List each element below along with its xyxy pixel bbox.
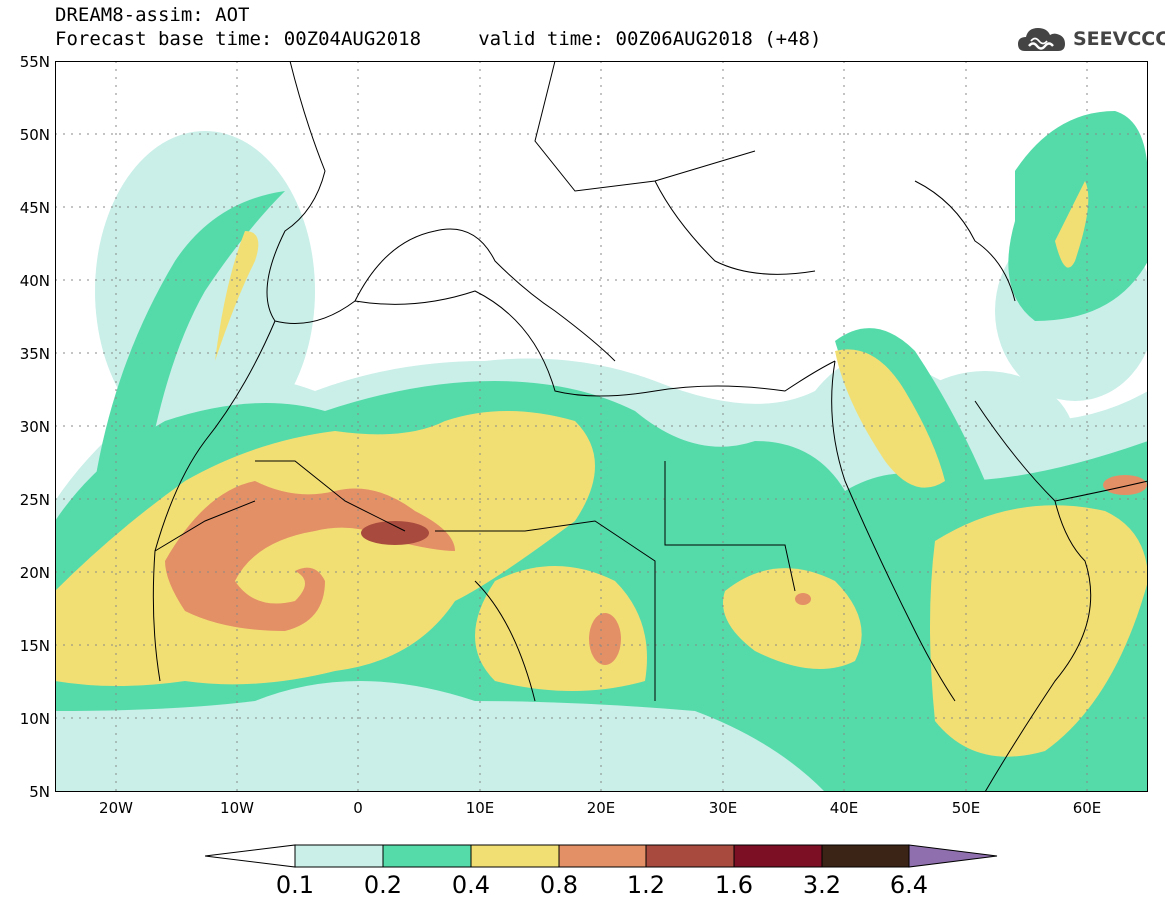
lat-label-40n: 40N — [19, 272, 50, 290]
lat-label-55n: 55N — [19, 53, 50, 71]
lat-label-10n: 10N — [19, 710, 50, 728]
aot-field — [55, 111, 1148, 792]
colorbar-label-0-8: 0.8 — [539, 871, 579, 899]
cloud-icon — [1018, 28, 1065, 51]
lat-label-5n: 5N — [29, 783, 50, 801]
lon-label-30e: 30E — [708, 799, 738, 817]
logo-text: SEEVCCC — [1073, 28, 1165, 50]
map-title: DREAM8-assim: AOT — [55, 4, 250, 26]
lat-label-25n: 25N — [19, 491, 50, 509]
seevccc-logo: SEEVCCC — [1017, 22, 1165, 56]
colorbar-swatch-5 — [645, 844, 735, 868]
lon-label-0: 0 — [353, 799, 363, 817]
lon-label-40e: 40E — [829, 799, 859, 817]
colorbar-label-0-1: 0.1 — [275, 871, 315, 899]
colorbar-label-6-4: 6.4 — [889, 871, 929, 899]
lon-label-10w: 10W — [220, 799, 254, 817]
colorbar-swatch-4 — [558, 844, 647, 868]
graticule — [55, 61, 1148, 792]
colorbar-label-0-4: 0.4 — [451, 871, 491, 899]
map-border — [55, 61, 1148, 792]
lat-label-20n: 20N — [19, 564, 50, 582]
colorbar-label-1-2: 1.2 — [626, 871, 666, 899]
colorbar-label-0-2: 0.2 — [363, 871, 403, 899]
colorbar-swatch-3 — [470, 844, 560, 868]
lon-label-50e: 50E — [951, 799, 981, 817]
colorbar-under-arrow — [205, 844, 296, 868]
lon-label-10e: 10E — [465, 799, 495, 817]
lon-label-20w: 20W — [99, 799, 133, 817]
aot-level-1-2 — [361, 521, 429, 545]
coastlines — [152, 61, 1148, 792]
lon-label-60e: 60E — [1072, 799, 1102, 817]
colorbar-over-arrow — [908, 844, 998, 868]
lat-label-35n: 35N — [19, 345, 50, 363]
colorbar-swatch-2 — [382, 844, 472, 868]
lat-label-50n: 50N — [19, 126, 50, 144]
lon-label-20e: 20E — [586, 799, 616, 817]
colorbar-swatch-6 — [733, 844, 823, 868]
lat-label-30n: 30N — [19, 418, 50, 436]
colorbar-swatch-7 — [821, 844, 910, 868]
forecast-time-subtitle: Forecast base time: 00Z04AUG2018 valid t… — [55, 28, 822, 50]
lat-label-15n: 15N — [19, 637, 50, 655]
lat-label-45n: 45N — [19, 199, 50, 217]
colorbar-label-3-2: 3.2 — [802, 871, 842, 899]
colorbar-label-1-6: 1.6 — [714, 871, 754, 899]
colorbar-swatch-1 — [294, 844, 384, 868]
colorbar — [205, 844, 998, 868]
aot-map[interactable] — [55, 61, 1148, 792]
